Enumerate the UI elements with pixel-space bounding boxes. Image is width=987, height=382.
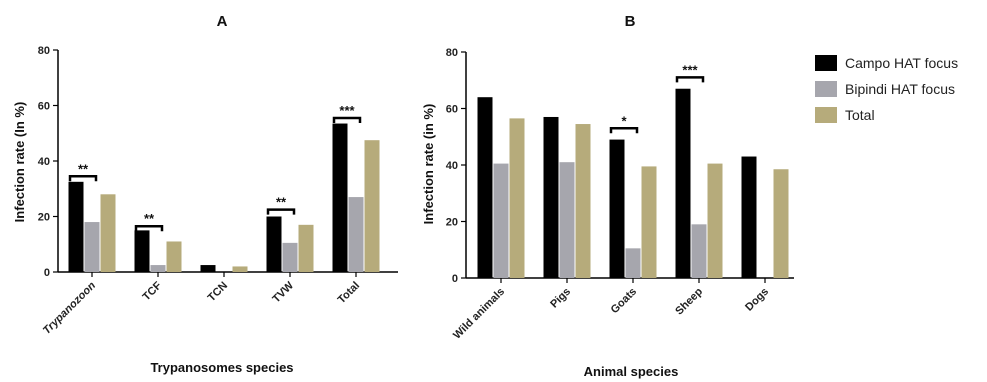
panel-b-bar <box>707 163 723 278</box>
panel-a-significance-bracket <box>134 224 164 232</box>
panel-a-x-tick-label: TCN <box>206 280 231 305</box>
panel-a-significance-label: ** <box>78 161 89 176</box>
panel-b-y-tick-label: 80 <box>446 47 458 59</box>
panel-a-bar <box>298 224 314 272</box>
panel-b-x-tick-label: Pigs <box>548 286 573 311</box>
panel-a-bar <box>332 123 348 272</box>
legend-label-total: Total <box>845 107 875 123</box>
panel-a-bar <box>232 266 248 272</box>
panel-b-chart: B Infection rate (in %) Animal species 0… <box>421 13 794 379</box>
panel-a-significance-label: *** <box>339 103 355 118</box>
panel-b-y-tick-label: 20 <box>446 217 458 229</box>
legend-swatch-bipindi <box>815 81 837 97</box>
panel-a-bar <box>166 241 182 272</box>
panel-a-significance-label: ** <box>144 211 155 226</box>
panel-b-bar <box>641 166 657 278</box>
panel-a-y-axis-title: Infection rate (In %) <box>12 102 27 223</box>
panel-b-bar <box>773 169 789 278</box>
panel-b-bar <box>741 156 757 278</box>
panel-a-bar <box>68 181 84 272</box>
panel-a-significance-bracket <box>266 208 296 215</box>
legend-label-campo: Campo HAT focus <box>845 55 958 71</box>
panel-a-y-tick-label: 60 <box>38 101 50 113</box>
panel-b-significance-bracket <box>675 76 705 83</box>
panel-b-bar <box>509 118 525 278</box>
panel-b-bar <box>559 162 575 278</box>
panel-a-y-tick-label: 40 <box>38 156 50 168</box>
legend-label-bipindi: Bipindi HAT focus <box>845 81 955 97</box>
panel-a-bar <box>364 140 380 272</box>
panel-b-bar <box>575 124 591 278</box>
panel-a-label: A <box>217 13 228 30</box>
panel-a-x-tick-label: Trypanozoon <box>41 279 98 336</box>
panel-a-bar <box>348 197 364 272</box>
panel-b-bar <box>609 139 625 278</box>
panel-b-significance-label: *** <box>682 62 698 77</box>
panel-b-label: B <box>625 13 636 30</box>
panel-a-bar <box>266 216 282 272</box>
legend-swatch-total <box>815 107 837 123</box>
panel-b-x-tick-label: Sheep <box>673 285 705 317</box>
panel-b-y-axis-title: Infection rate (in %) <box>421 104 436 225</box>
panel-b-significance-label: * <box>621 113 627 128</box>
panel-b-significance-bracket <box>609 127 639 134</box>
panel-b-x-tick-label: Dogs <box>743 286 771 314</box>
panel-a-bar <box>100 194 116 272</box>
panel-b-bar <box>625 248 641 278</box>
panel-b-bar <box>493 163 509 278</box>
panel-b-y-tick-label: 40 <box>446 160 458 172</box>
panel-a-bar <box>200 265 216 272</box>
panel-a-x-axis-title: Trypanosomes species <box>150 360 293 375</box>
panel-a-y-tick-label: 0 <box>44 267 50 279</box>
legend-swatch-campo <box>815 55 837 71</box>
panel-b-bar <box>543 116 559 278</box>
panel-a-x-tick-label: TCF <box>141 279 165 303</box>
panel-b-x-tick-label: Goats <box>609 286 640 317</box>
panel-b-y-tick-label: 60 <box>446 104 458 116</box>
panel-a-bar <box>84 222 100 272</box>
panel-b-x-tick-label: Wild animals <box>451 286 507 342</box>
panel-a-x-tick-label: TVW <box>270 279 296 305</box>
panel-b-y-tick-label: 0 <box>452 273 458 285</box>
panel-a-bar <box>282 242 298 272</box>
panel-a-significance-label: ** <box>276 195 287 210</box>
panel-b-bar <box>477 97 493 278</box>
panel-b-bar <box>691 224 707 278</box>
panel-a-y-tick-label: 80 <box>38 45 50 57</box>
panel-a-bar <box>150 265 166 272</box>
panel-b-bar <box>675 88 691 278</box>
panel-a-bar <box>134 230 150 272</box>
legend: Campo HAT focus Bipindi HAT focus Total <box>815 55 958 123</box>
panel-a-significance-bracket <box>332 116 362 123</box>
panel-a-y-tick-label: 20 <box>38 212 50 224</box>
panel-a-significance-bracket <box>68 175 98 182</box>
panel-b-x-axis-title: Animal species <box>584 364 679 379</box>
panel-a-x-tick-label: Total <box>336 280 362 306</box>
panel-a-chart: A Infection rate (In %) Trypanosomes spe… <box>12 13 398 375</box>
